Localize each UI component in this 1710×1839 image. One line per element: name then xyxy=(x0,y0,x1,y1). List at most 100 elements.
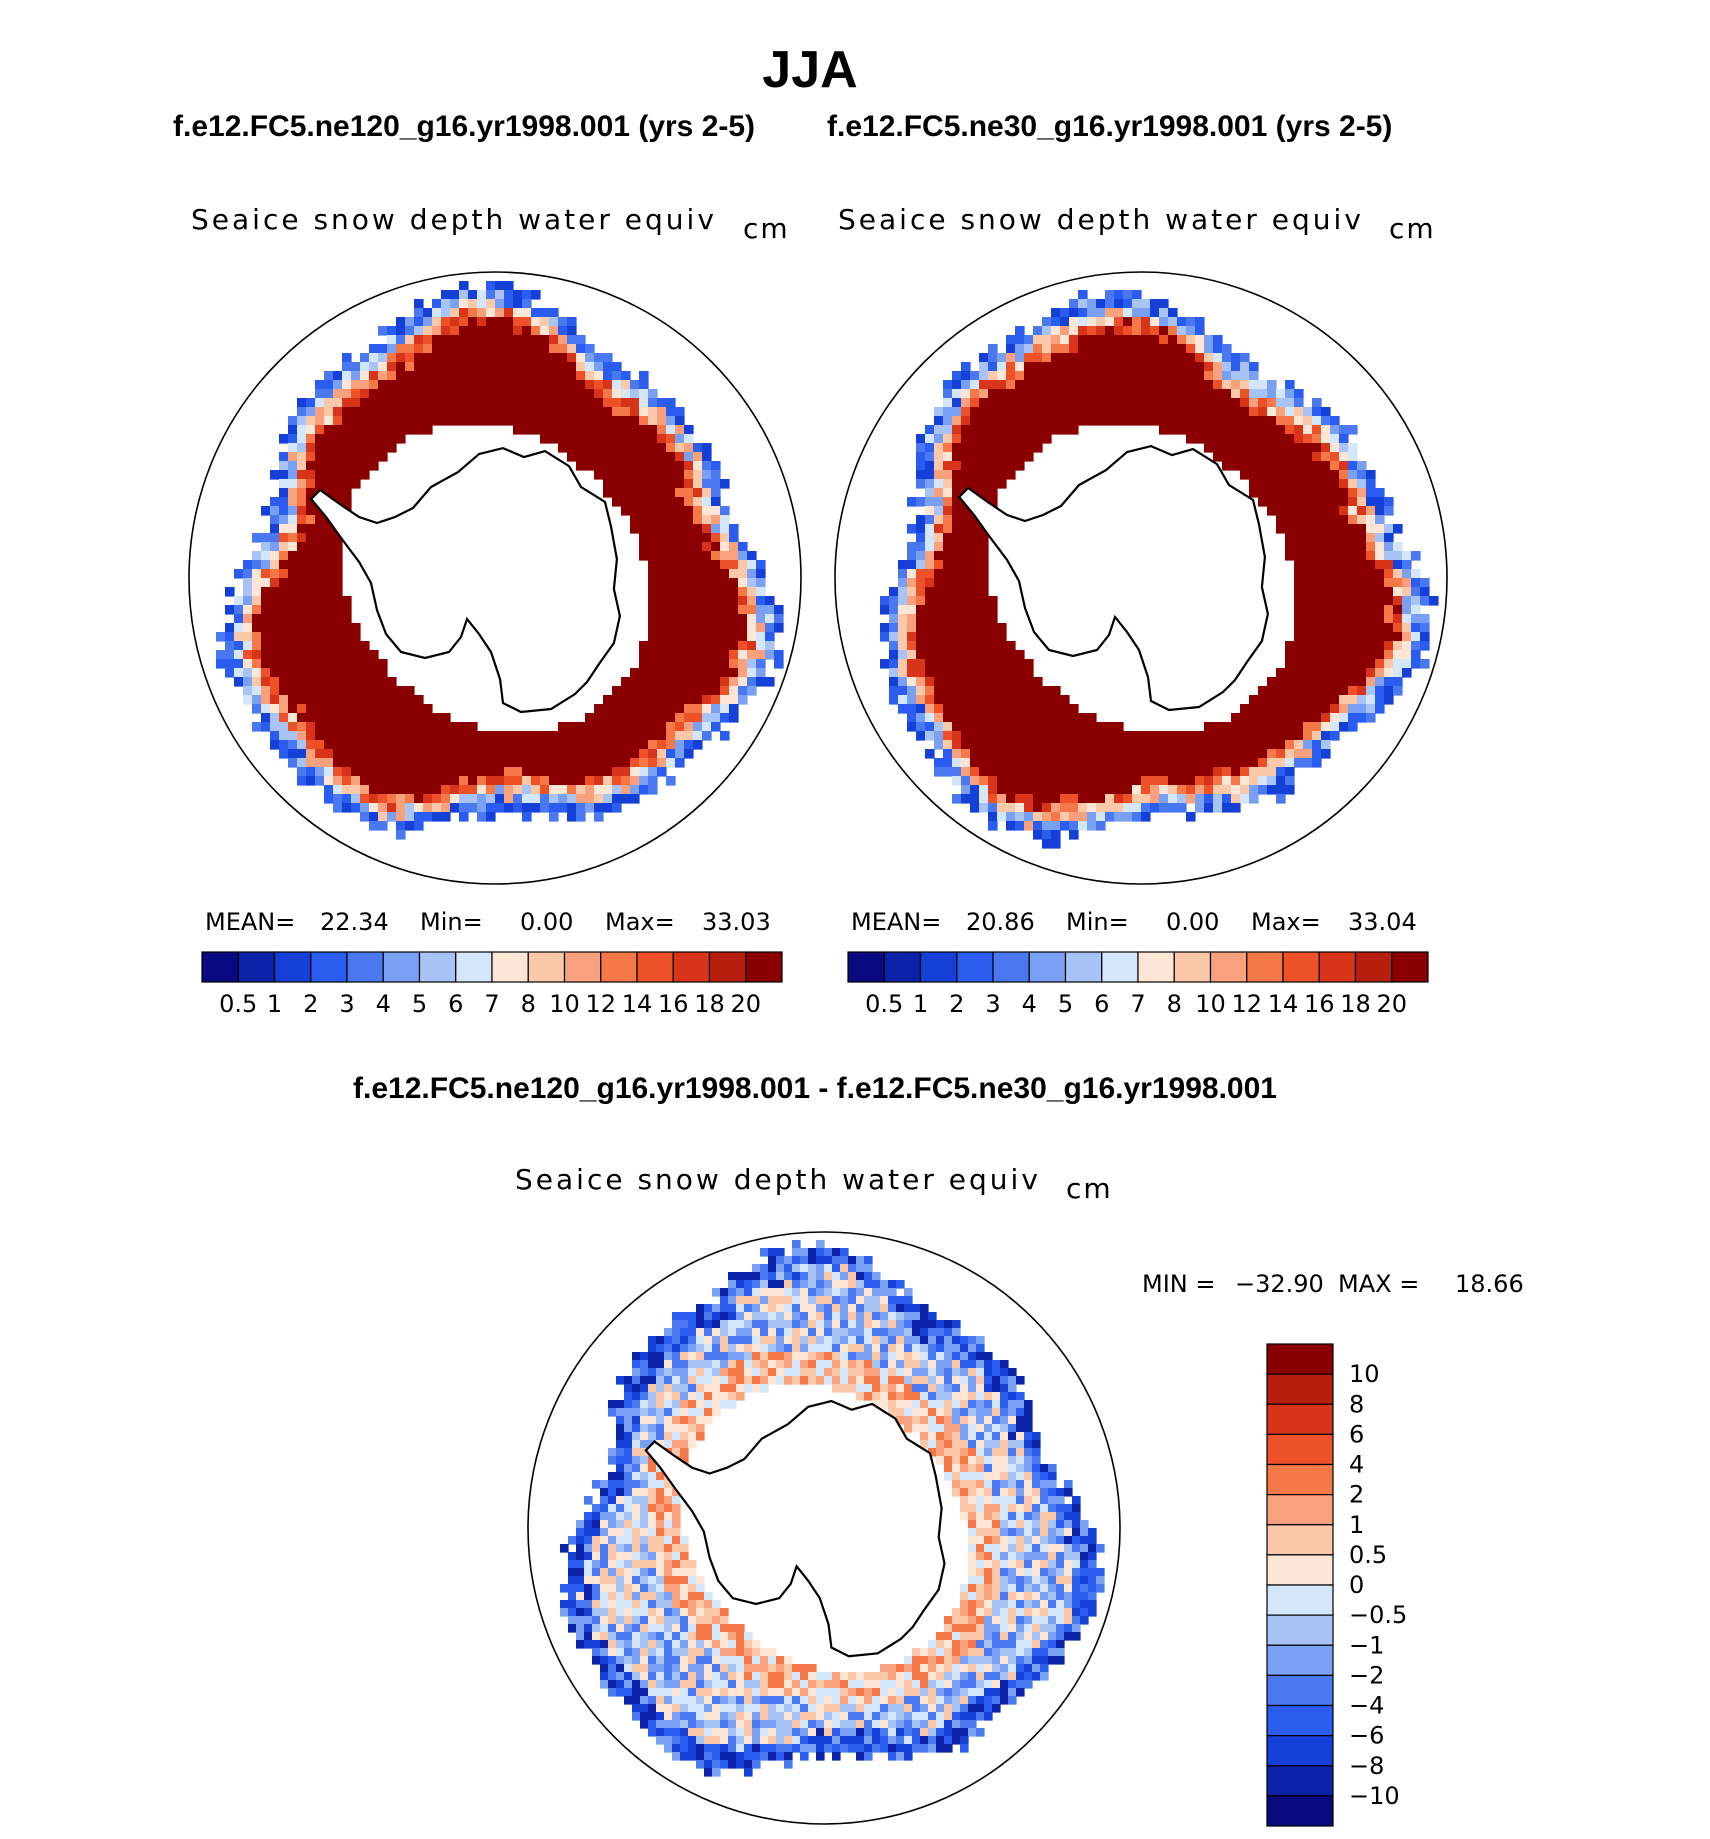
colorbar-ne30-tick-label: 4 xyxy=(1022,990,1037,1018)
colorbar-ne120-tick-label: 5 xyxy=(412,990,427,1018)
panel1-max-value: 33.03 xyxy=(702,908,771,936)
panel1-min-label: Min= xyxy=(420,908,483,936)
panel3-min-label: MIN = xyxy=(1142,1270,1216,1298)
colorbar-ne120-swatch xyxy=(636,951,674,983)
colorbar-difference-swatch xyxy=(1266,1795,1334,1827)
panel1-mean-label: MEAN= xyxy=(205,908,296,936)
panel1-max-label: Max= xyxy=(605,908,675,936)
colorbar-ne120-tick-label: 0.5 xyxy=(219,990,257,1018)
colorbar-ne30-swatch xyxy=(1028,951,1067,983)
colorbar-ne120-swatch xyxy=(310,951,348,983)
panel3-min-value: −32.90 xyxy=(1235,1270,1324,1298)
colorbar-difference-swatch xyxy=(1266,1554,1334,1586)
panel1-stats: MEAN= 22.34 Min= 0.00 Max= 33.03 xyxy=(205,908,785,938)
colorbar-ne120-swatch xyxy=(708,951,747,983)
colorbar-ne120-tick-label: 14 xyxy=(622,990,653,1018)
panel3-stats: MIN = −32.90 MAX = 18.66 xyxy=(1142,1270,1542,1300)
colorbar-ne30-tick-label: 1 xyxy=(913,990,928,1018)
case-right-title: f.e12.FC5.ne30_g16.yr1998.001 (yrs 2-5) xyxy=(827,110,1393,143)
colorbar-difference-tick-label: −10 xyxy=(1349,1782,1400,1810)
colorbar-ne30: 0.5 1 2 3 4 5 6 7 8 10 12 14 16 18 20 xyxy=(847,951,1429,1018)
colorbar-ne30-swatch xyxy=(883,951,922,983)
colorbar-ne120-swatch xyxy=(201,951,239,983)
colorbar-ne30-tick-label: 5 xyxy=(1058,990,1073,1018)
colorbar-difference-swatch xyxy=(1266,1765,1334,1797)
antarctica-coastline xyxy=(309,446,622,714)
colorbar-difference-swatch xyxy=(1266,1614,1334,1646)
map-boundary xyxy=(188,271,802,885)
colorbar-ne120-swatch xyxy=(491,951,529,983)
colorbar-difference-swatch xyxy=(1266,1644,1334,1676)
colorbar-ne30-tick-label: 12 xyxy=(1231,990,1262,1018)
colorbar-difference-swatch xyxy=(1266,1524,1334,1556)
map-boundary xyxy=(834,271,1448,885)
colorbar-difference-swatch xyxy=(1266,1403,1334,1435)
colorbar-ne120-swatch xyxy=(455,951,493,983)
colorbar-difference-tick-label: 0.5 xyxy=(1349,1541,1387,1569)
colorbar-difference-swatch xyxy=(1266,1373,1334,1405)
colorbar-ne120-tick-label: 12 xyxy=(585,990,616,1018)
panel3-max-label: MAX = xyxy=(1338,1270,1420,1298)
colorbar-difference-swatch xyxy=(1266,1584,1334,1616)
colorbar-difference-swatch xyxy=(1266,1704,1334,1737)
colorbar-ne30-swatch xyxy=(1354,951,1393,983)
colorbar-difference-swatch xyxy=(1266,1674,1334,1707)
map-panel-ne30 xyxy=(834,271,1448,885)
colorbar-ne120-tick-label: 1 xyxy=(267,990,282,1018)
colorbar-ne30-tick-label: 20 xyxy=(1376,990,1407,1018)
colorbar-difference-tick-label: 0 xyxy=(1349,1571,1364,1599)
colorbar-difference-swatch xyxy=(1266,1494,1334,1526)
colorbar-difference-tick-label: −1 xyxy=(1349,1631,1384,1659)
colorbar-ne30-tick-label: 8 xyxy=(1167,990,1182,1018)
colorbar-ne30-swatch xyxy=(847,951,885,983)
colorbar-ne120-swatch xyxy=(382,951,421,983)
panel1-min-value: 0.00 xyxy=(520,908,574,936)
colorbar-ne30-tick-label: 10 xyxy=(1195,990,1226,1018)
panel1-units: cm xyxy=(743,212,790,245)
panel3-max-value: 18.66 xyxy=(1455,1270,1524,1298)
colorbar-ne120-swatch xyxy=(418,951,457,983)
colorbar-difference-tick-label: −2 xyxy=(1349,1661,1384,1689)
colorbar-ne30-swatch xyxy=(992,951,1030,983)
colorbar-difference-tick-label: 10 xyxy=(1349,1360,1380,1388)
panel2-variable: Seaice snow depth water equiv xyxy=(838,203,1364,236)
colorbar-ne30-tick-label: 0.5 xyxy=(865,990,903,1018)
colorbar-difference-swatch xyxy=(1266,1433,1334,1466)
colorbar-ne120-tick-label: 20 xyxy=(730,990,761,1018)
panel2-min-value: 0.00 xyxy=(1166,908,1220,936)
colorbar-difference-tick-label: 1 xyxy=(1349,1511,1364,1539)
colorbar-ne30-swatch xyxy=(1101,951,1139,983)
antarctica-coastline xyxy=(644,1399,946,1658)
colorbar-ne120-swatch xyxy=(672,951,711,983)
colorbar-ne120-swatch xyxy=(600,951,638,983)
colorbar-difference-swatch xyxy=(1266,1343,1334,1375)
colorbar-ne120-swatch xyxy=(527,951,566,983)
panel1-mean-value: 22.34 xyxy=(320,908,389,936)
colorbar-ne120-tick-label: 6 xyxy=(448,990,463,1018)
colorbar-difference-swatch xyxy=(1266,1463,1334,1496)
colorbar-ne120-swatch xyxy=(346,951,384,983)
antarctica-coastline xyxy=(957,444,1270,712)
colorbar-ne120-tick-label: 2 xyxy=(303,990,318,1018)
colorbar-ne30-swatch xyxy=(1318,951,1357,983)
diff-title: f.e12.FC5.ne120_g16.yr1998.001 - f.e12.F… xyxy=(353,1072,1277,1105)
panel3-units: cm xyxy=(1066,1172,1113,1205)
colorbar-ne120-tick-label: 4 xyxy=(376,990,391,1018)
panel2-min-label: Min= xyxy=(1066,908,1129,936)
colorbar-ne30-swatch xyxy=(1173,951,1212,983)
colorbar-ne120-tick-label: 7 xyxy=(484,990,499,1018)
colorbar-difference-tick-label: −8 xyxy=(1349,1752,1384,1780)
colorbar-difference-tick-label: 2 xyxy=(1349,1481,1364,1509)
colorbar-ne30-swatch xyxy=(1209,951,1248,983)
colorbar-ne30-swatch xyxy=(1391,951,1429,983)
colorbar-ne30-tick-label: 2 xyxy=(949,990,964,1018)
colorbar-difference-tick-label: 8 xyxy=(1349,1390,1364,1418)
colorbar-difference-tick-label: −0.5 xyxy=(1349,1601,1407,1629)
colorbar-ne120-swatch xyxy=(237,951,276,983)
map-boundary xyxy=(527,1231,1121,1825)
colorbar-ne30-tick-label: 14 xyxy=(1268,990,1299,1018)
colorbar-ne30-swatch xyxy=(956,951,994,983)
figure-title: JJA xyxy=(762,41,858,99)
colorbar-ne120-tick-label: 16 xyxy=(658,990,689,1018)
